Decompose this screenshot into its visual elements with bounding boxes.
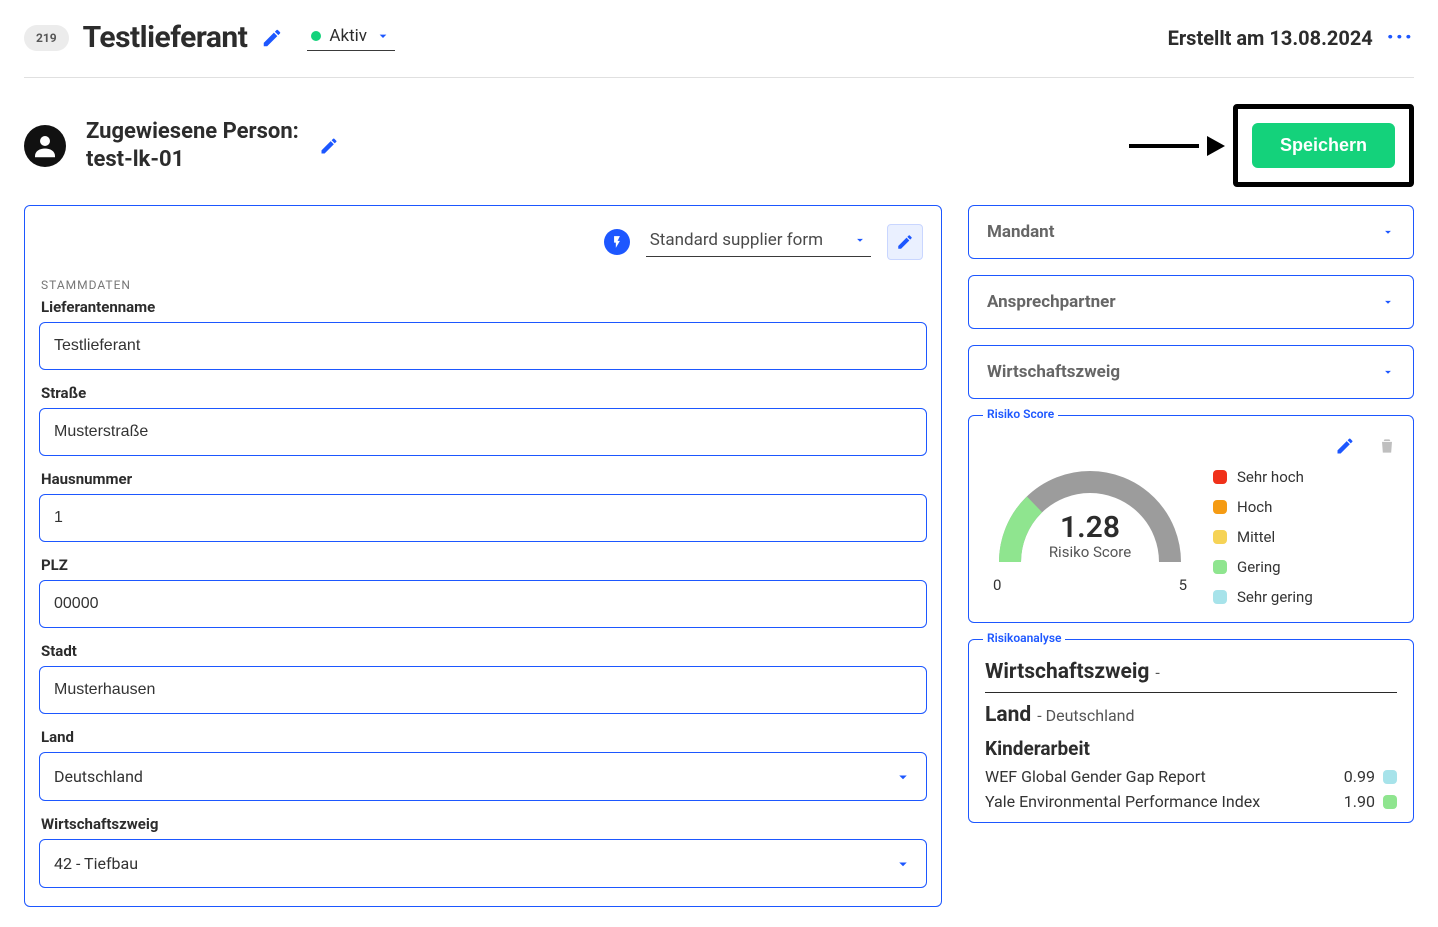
legend-label: Sehr hoch bbox=[1237, 468, 1304, 486]
ra-row-value: 0.99 bbox=[1344, 767, 1375, 786]
risk-gauge: 1.28 Risiko Score bbox=[990, 462, 1190, 572]
legend-item: Mittel bbox=[1213, 528, 1397, 546]
label-country: Land bbox=[39, 728, 927, 746]
assigned-person-value: test-lk-01 bbox=[86, 146, 299, 174]
risk-score-panel: Risiko Score 1.28 bbox=[968, 415, 1414, 623]
legend-label: Hoch bbox=[1237, 498, 1272, 516]
select-sector[interactable]: 42 - Tiefbau bbox=[39, 839, 927, 888]
legend-swatch bbox=[1213, 470, 1227, 484]
input-supplier-name[interactable] bbox=[39, 322, 927, 370]
section-label-stammdaten: STAMMDATEN bbox=[41, 278, 927, 292]
label-city: Stadt bbox=[39, 642, 927, 660]
risk-score-value: 1.28 bbox=[990, 510, 1190, 545]
risk-analysis-legend: Risikoanalyse bbox=[983, 631, 1065, 645]
input-house-no[interactable] bbox=[39, 494, 927, 542]
page-header: 219 Testlieferant Aktiv Erstellt am 13.0… bbox=[24, 20, 1414, 78]
assigned-person-label: Zugewiesene Person: bbox=[86, 118, 299, 146]
highlight-arrow: Speichern bbox=[1129, 104, 1414, 187]
input-city[interactable] bbox=[39, 666, 927, 714]
legend-label: Mittel bbox=[1237, 528, 1275, 546]
form-type-dropdown[interactable]: Standard supplier form bbox=[646, 228, 871, 257]
ra-row-swatch bbox=[1383, 795, 1397, 809]
legend-label: Gering bbox=[1237, 558, 1281, 576]
save-button[interactable]: Speichern bbox=[1252, 123, 1395, 168]
caret-down-icon bbox=[1381, 225, 1395, 239]
dropdown-mandant[interactable]: Mandant bbox=[968, 205, 1414, 259]
ra-row-value: 1.90 bbox=[1344, 792, 1375, 811]
legend-swatch bbox=[1213, 560, 1227, 574]
bolt-icon[interactable] bbox=[604, 229, 630, 255]
dropdown-ansprechpartner[interactable]: Ansprechpartner bbox=[968, 275, 1414, 329]
chevron-down-icon bbox=[894, 855, 912, 873]
delete-risk-icon[interactable] bbox=[1377, 436, 1397, 456]
label-plz: PLZ bbox=[39, 556, 927, 574]
legend-item: Gering bbox=[1213, 558, 1397, 576]
ra-sector-value: - bbox=[1155, 663, 1159, 682]
legend-swatch bbox=[1213, 590, 1227, 604]
ra-sector-label: Wirtschaftszweig bbox=[985, 660, 1149, 684]
label-street: Straße bbox=[39, 384, 927, 402]
ra-row-name: WEF Global Gender Gap Report bbox=[985, 767, 1206, 786]
risk-analysis-panel: Risikoanalyse Wirtschaftszweig - Land - … bbox=[968, 639, 1414, 823]
save-highlight-box: Speichern bbox=[1233, 104, 1414, 187]
chevron-down-icon bbox=[375, 28, 391, 44]
legend-swatch bbox=[1213, 500, 1227, 514]
legend-swatch bbox=[1213, 530, 1227, 544]
ra-country-value: - Deutschland bbox=[1037, 706, 1134, 725]
edit-assigned-icon[interactable] bbox=[319, 136, 339, 156]
main-form-panel: Standard supplier form STAMMDATEN Liefer… bbox=[24, 205, 942, 907]
risk-legend: Sehr hoch Hoch Mittel Gering Sehr gering bbox=[1213, 462, 1397, 606]
label-supplier-name: Lieferantenname bbox=[39, 298, 927, 316]
form-type-label: Standard supplier form bbox=[650, 230, 823, 250]
divider bbox=[985, 692, 1397, 693]
more-menu-icon[interactable]: ··· bbox=[1387, 25, 1414, 50]
risk-score-legend: Risiko Score bbox=[983, 407, 1058, 421]
risk-analysis-row: Yale Environmental Performance Index 1.90 bbox=[985, 789, 1397, 814]
ra-row-name: Yale Environmental Performance Index bbox=[985, 792, 1260, 811]
status-text: Aktiv bbox=[329, 26, 367, 46]
avatar-icon bbox=[24, 125, 66, 167]
ra-category: Kinderarbeit bbox=[985, 737, 1397, 760]
input-street[interactable] bbox=[39, 408, 927, 456]
input-plz[interactable] bbox=[39, 580, 927, 628]
caret-down-icon bbox=[1381, 295, 1395, 309]
gauge-min: 0 bbox=[993, 576, 1001, 594]
status-dropdown[interactable]: Aktiv bbox=[307, 24, 395, 51]
page-title: Testlieferant bbox=[83, 20, 248, 55]
label-house-no: Hausnummer bbox=[39, 470, 927, 488]
created-label: Erstellt am 13.08.2024 bbox=[1168, 26, 1373, 50]
legend-label: Sehr gering bbox=[1237, 588, 1313, 606]
edit-form-button[interactable] bbox=[887, 224, 923, 260]
edit-title-icon[interactable] bbox=[261, 27, 283, 49]
ra-country-label: Land bbox=[985, 703, 1031, 727]
record-id-badge: 219 bbox=[24, 25, 69, 51]
caret-down-icon bbox=[853, 233, 867, 247]
risk-score-subtitle: Risiko Score bbox=[990, 543, 1190, 561]
select-country[interactable]: Deutschland bbox=[39, 752, 927, 801]
legend-item: Sehr gering bbox=[1213, 588, 1397, 606]
gauge-max: 5 bbox=[1179, 576, 1187, 594]
status-dot-icon bbox=[311, 31, 321, 41]
dropdown-wirtschaftszweig[interactable]: Wirtschaftszweig bbox=[968, 345, 1414, 399]
label-sector: Wirtschaftszweig bbox=[39, 815, 927, 833]
caret-down-icon bbox=[1381, 365, 1395, 379]
legend-item: Hoch bbox=[1213, 498, 1397, 516]
legend-item: Sehr hoch bbox=[1213, 468, 1397, 486]
chevron-down-icon bbox=[894, 768, 912, 786]
edit-risk-icon[interactable] bbox=[1335, 436, 1355, 456]
risk-analysis-row: WEF Global Gender Gap Report 0.99 bbox=[985, 764, 1397, 789]
ra-row-swatch bbox=[1383, 770, 1397, 784]
